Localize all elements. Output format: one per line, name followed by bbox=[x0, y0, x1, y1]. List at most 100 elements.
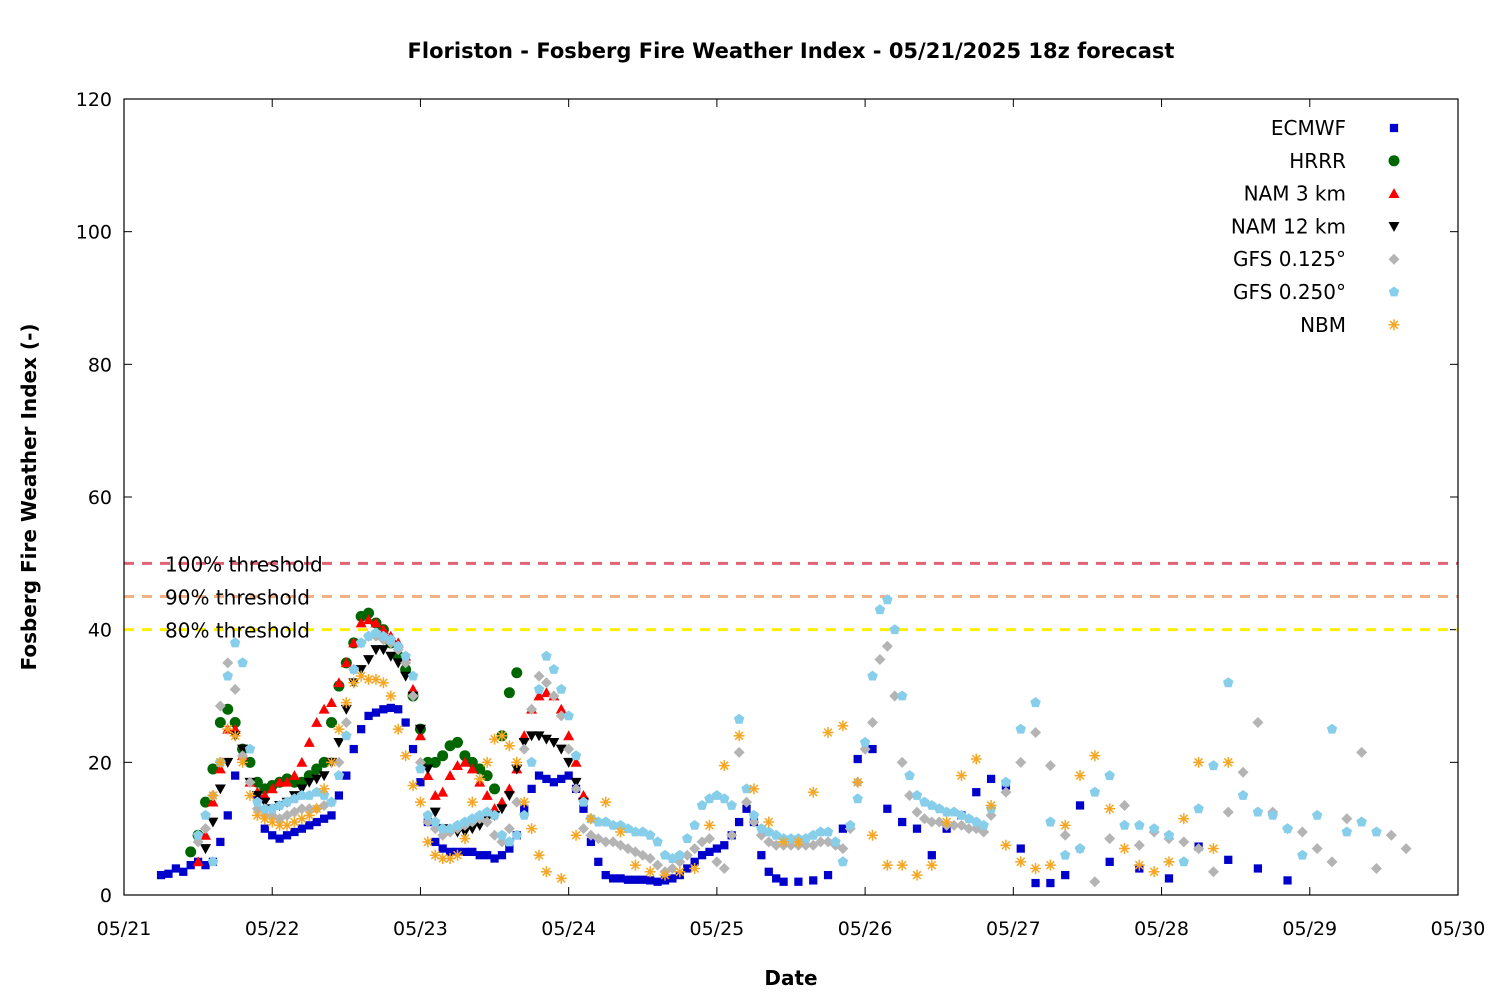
data-point bbox=[414, 730, 426, 741]
data-point bbox=[401, 718, 410, 727]
data-point bbox=[201, 861, 210, 870]
star-stroke bbox=[616, 827, 625, 837]
data-point bbox=[778, 836, 790, 848]
threshold-label: 100% threshold bbox=[165, 552, 323, 576]
data-point bbox=[503, 740, 515, 752]
data-point bbox=[563, 710, 574, 721]
data-point bbox=[733, 713, 745, 724]
star-stroke bbox=[267, 817, 277, 827]
data-point bbox=[503, 791, 515, 801]
data-point bbox=[474, 820, 486, 831]
data-point bbox=[852, 793, 863, 804]
data-point bbox=[1252, 717, 1264, 729]
data-point bbox=[192, 829, 204, 840]
data-point bbox=[526, 731, 538, 742]
data-point bbox=[542, 774, 551, 784]
data-point bbox=[311, 803, 323, 815]
data-point bbox=[223, 811, 232, 820]
series-gfs-0-250 bbox=[192, 594, 1382, 867]
star-stroke bbox=[386, 691, 396, 701]
star-stroke bbox=[304, 810, 314, 820]
data-point bbox=[1341, 826, 1353, 837]
data-point bbox=[533, 683, 545, 694]
data-point bbox=[229, 723, 241, 734]
data-point bbox=[474, 809, 485, 820]
data-point bbox=[377, 677, 389, 689]
data-point bbox=[570, 777, 582, 788]
data-point bbox=[718, 760, 730, 772]
data-point bbox=[504, 836, 515, 847]
data-point bbox=[526, 703, 538, 715]
data-point bbox=[311, 774, 323, 785]
data-point bbox=[289, 793, 300, 804]
data-point bbox=[207, 763, 219, 775]
data-point bbox=[489, 829, 501, 841]
legend-label: HRRR bbox=[1289, 149, 1346, 173]
data-point bbox=[733, 730, 745, 742]
data-point bbox=[1134, 819, 1145, 830]
data-point bbox=[303, 803, 315, 815]
star-stroke bbox=[779, 837, 789, 847]
data-point bbox=[386, 703, 395, 713]
legend-label: NAM 3 km bbox=[1244, 182, 1346, 206]
data-point bbox=[274, 776, 286, 787]
data-point bbox=[1283, 876, 1292, 885]
data-point bbox=[237, 756, 249, 768]
data-point bbox=[318, 771, 330, 782]
data-point bbox=[883, 804, 892, 813]
star-stroke bbox=[408, 781, 418, 790]
data-point bbox=[385, 651, 397, 662]
data-point bbox=[859, 736, 871, 747]
data-point bbox=[1222, 806, 1234, 818]
data-point bbox=[379, 705, 388, 714]
data-point bbox=[1119, 819, 1130, 830]
data-point bbox=[481, 790, 493, 800]
data-point bbox=[305, 821, 314, 830]
data-point bbox=[385, 690, 397, 702]
star-stroke bbox=[808, 787, 818, 797]
data-point bbox=[422, 836, 434, 848]
data-point bbox=[503, 783, 515, 794]
data-point bbox=[349, 744, 358, 754]
data-point bbox=[1015, 723, 1026, 734]
data-point bbox=[741, 783, 752, 794]
data-point bbox=[200, 844, 212, 855]
data-point bbox=[355, 637, 367, 648]
star-stroke bbox=[1016, 857, 1026, 867]
data-point bbox=[474, 763, 486, 775]
data-point bbox=[459, 833, 471, 845]
y-tick-label: 60 bbox=[88, 487, 112, 509]
data-point bbox=[704, 793, 715, 804]
data-point bbox=[303, 809, 315, 821]
data-point bbox=[882, 594, 893, 605]
data-point bbox=[296, 756, 308, 767]
data-point bbox=[333, 756, 345, 768]
data-point bbox=[852, 776, 864, 788]
threshold-label: 80% threshold bbox=[165, 619, 310, 643]
data-point bbox=[838, 824, 848, 833]
data-point bbox=[911, 869, 923, 881]
data-point bbox=[955, 770, 967, 782]
data-point bbox=[1075, 801, 1085, 810]
data-point bbox=[1030, 726, 1042, 738]
star-stroke bbox=[349, 678, 359, 688]
data-point bbox=[437, 786, 449, 797]
data-point bbox=[927, 851, 936, 860]
chart-title: Floriston - Fosberg Fire Weather Index -… bbox=[408, 39, 1175, 63]
data-point bbox=[251, 776, 263, 788]
star-stroke bbox=[690, 864, 700, 873]
star-stroke bbox=[438, 854, 448, 863]
star-stroke bbox=[534, 850, 544, 860]
plot-area: 05/21 05/22 05/23 05/24 05/25 05/26 05/27 05/28… bbox=[76, 89, 1486, 940]
data-point bbox=[600, 836, 612, 848]
star-stroke bbox=[497, 731, 507, 741]
data-point bbox=[266, 783, 278, 794]
data-point bbox=[748, 809, 760, 820]
data-point bbox=[564, 771, 573, 780]
data-point bbox=[874, 604, 886, 615]
data-point bbox=[601, 870, 610, 880]
data-point bbox=[674, 849, 686, 860]
data-point bbox=[1119, 799, 1130, 811]
data-point bbox=[281, 776, 293, 787]
data-point bbox=[898, 817, 907, 827]
